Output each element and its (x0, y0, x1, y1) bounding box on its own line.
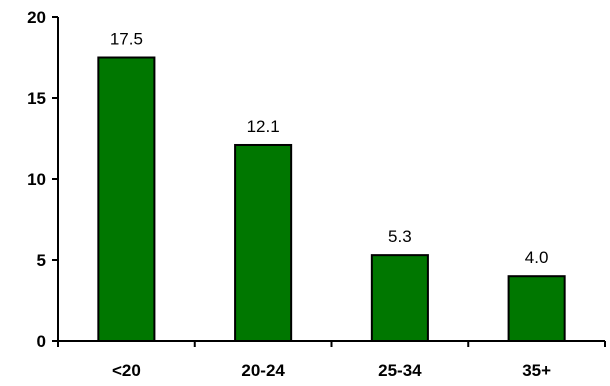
data-label: 17.5 (110, 30, 143, 49)
y-tick-label: 0 (37, 332, 46, 351)
bar (370, 254, 429, 342)
y-tick-label: 10 (27, 170, 46, 189)
bar (97, 56, 156, 342)
bar (507, 275, 566, 343)
x-tick-label: 35+ (522, 361, 551, 380)
x-tick-label: 25-34 (378, 361, 422, 380)
data-label: 5.3 (388, 227, 412, 246)
y-tick-label: 5 (37, 251, 46, 270)
x-tick-label: 20-24 (241, 361, 285, 380)
x-ticks: <20 20-24 25-34 35+ (57, 341, 606, 380)
bars (97, 56, 566, 343)
y-tick-label: 20 (27, 8, 46, 27)
x-tick-label: <20 (112, 361, 141, 380)
data-label: 4.0 (525, 248, 549, 267)
data-labels: 17.5 12.1 5.3 4.0 (110, 30, 549, 268)
y-ticks: 0 5 10 15 20 (27, 8, 58, 351)
data-label: 12.1 (247, 117, 280, 136)
bar (234, 143, 293, 342)
y-tick-label: 15 (27, 89, 46, 108)
